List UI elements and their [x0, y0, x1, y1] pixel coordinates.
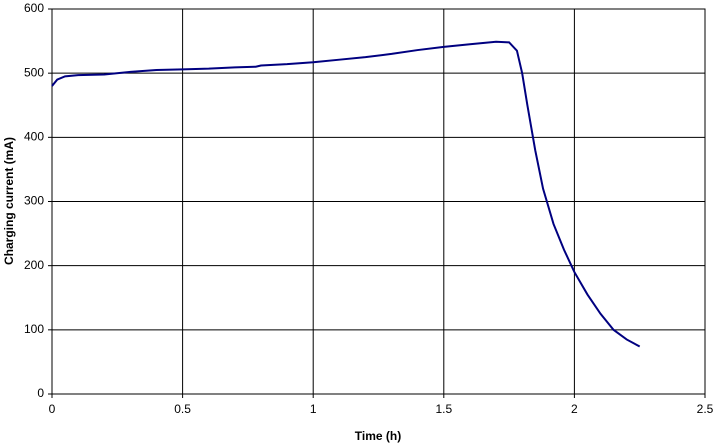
x-tick-label: 2: [571, 402, 578, 416]
y-tick-label: 0: [37, 386, 44, 400]
data-line: [51, 40, 641, 348]
x-tick-label: 0.5: [174, 402, 191, 416]
x-axis-title: Time (h): [355, 429, 401, 443]
plot-frame: [51, 8, 706, 395]
x-tick-label: 0: [49, 402, 56, 416]
y-tick-label: 100: [24, 322, 44, 336]
y-axis-title: Charging current (mA): [2, 137, 16, 265]
y-tick-label: 600: [24, 1, 44, 15]
y-tick-label: 400: [24, 130, 44, 144]
y-tick-label: 200: [24, 258, 44, 272]
y-tick-label: 300: [24, 194, 44, 208]
x-tick-label: 1: [310, 402, 317, 416]
y-tick-label: 500: [24, 65, 44, 79]
x-tick-label: 2.5: [697, 402, 714, 416]
x-tick-label: 1.5: [435, 402, 452, 416]
